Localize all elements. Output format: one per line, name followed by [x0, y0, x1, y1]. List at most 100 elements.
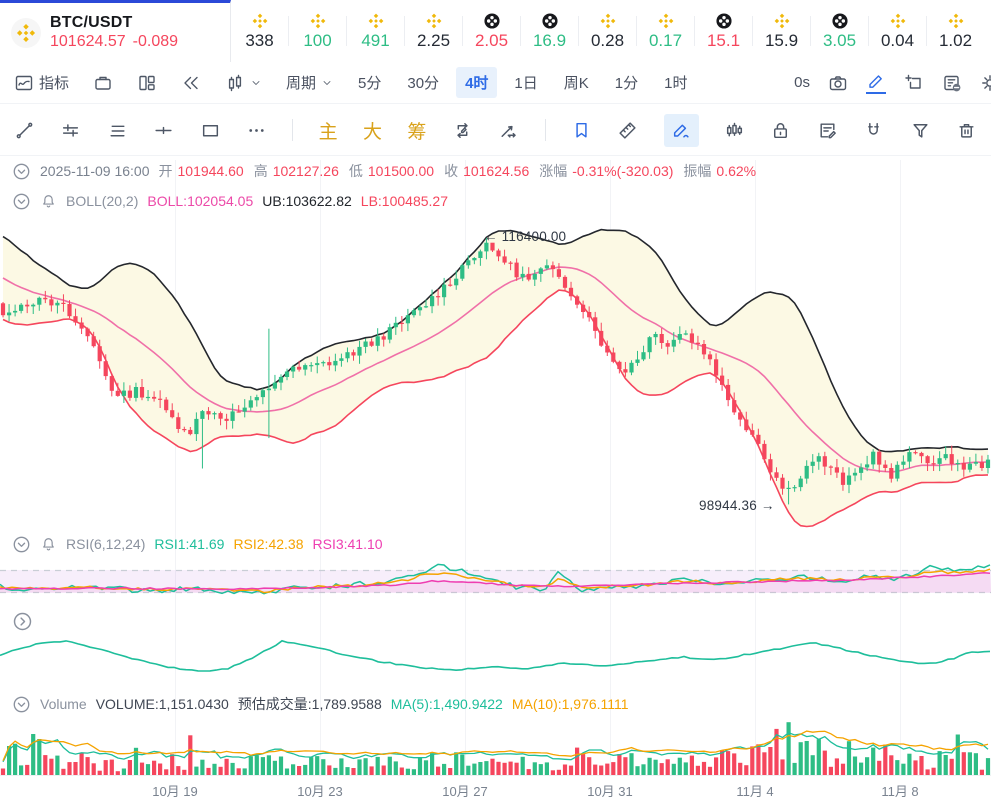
last-price: 101624.57 — [50, 33, 126, 50]
chevron-down-icon — [250, 77, 262, 89]
add-panel-button[interactable] — [904, 73, 924, 93]
settings-button[interactable] — [980, 73, 991, 93]
trendline-icon — [14, 120, 35, 141]
alert-bell-icon[interactable] — [40, 193, 57, 210]
mini-ticker[interactable]: 0.17 — [637, 12, 694, 50]
timeframe-5分[interactable]: 5分 — [358, 75, 382, 92]
large-view-button-label: 大 — [363, 121, 383, 143]
bookmark-button[interactable] — [571, 120, 592, 141]
period-dropdown[interactable]: 周期 — [286, 72, 333, 93]
divider — [544, 119, 546, 141]
candle-settings-button[interactable] — [724, 120, 745, 141]
ohlc-field-label: 高 — [253, 163, 268, 179]
timeframe-4时[interactable]: 4时 — [456, 67, 498, 98]
mini-ticker[interactable]: 15.9 — [753, 12, 810, 50]
drawing-list-button[interactable] — [817, 120, 838, 141]
magnet-button[interactable] — [863, 120, 884, 141]
high-price-annotation: ← 116400.00 — [484, 229, 567, 244]
ohlc-field-label: 低 — [348, 163, 363, 179]
replay-button[interactable] — [181, 73, 201, 93]
mini-ticker[interactable]: 338 — [231, 12, 288, 50]
large-view-button[interactable]: 大 — [363, 117, 382, 144]
expand-panel-toggle[interactable] — [12, 611, 33, 632]
mini-ticker[interactable]: 3.05 — [811, 12, 868, 50]
indicators-button[interactable]: 指标 — [14, 72, 69, 93]
mini-ticker[interactable]: 15.1 — [695, 12, 752, 50]
delete-drawings-button[interactable] — [956, 120, 977, 141]
filter-button[interactable] — [910, 120, 931, 141]
mini-ticker[interactable]: 0.28 — [579, 12, 636, 50]
parallel-lines-tool[interactable] — [60, 120, 81, 141]
mini-ticker[interactable]: 2.05 — [463, 12, 520, 50]
measure-button[interactable] — [617, 120, 638, 141]
order-line-button[interactable] — [498, 120, 519, 141]
timeframe-1日[interactable]: 1日 — [514, 75, 538, 92]
more-tools-button[interactable] — [246, 120, 267, 141]
ohlc-fields: 开 101944.60 高 102127.26 低 101500.00 收 101624.56… — [159, 161, 757, 181]
rectangle-tool[interactable] — [200, 120, 221, 141]
rectangle-icon — [200, 120, 221, 141]
ohlc-field-value: 101500.00 — [367, 163, 435, 179]
cross-line-tool[interactable] — [153, 120, 174, 141]
divider — [694, 16, 695, 46]
trendline-tool[interactable] — [14, 120, 35, 141]
draw-mode-button[interactable] — [866, 71, 886, 94]
mini-ticker[interactable]: 16.9 — [521, 12, 578, 50]
collapse-toggle[interactable] — [12, 192, 31, 211]
boll-ub-value: UB:103622.82 — [262, 193, 352, 209]
chart-type-button[interactable] — [225, 73, 262, 93]
mini-ticker[interactable]: 100 — [289, 12, 346, 50]
ruler-icon — [617, 120, 638, 141]
boll-mid-value: BOLL:102054.05 — [147, 193, 254, 209]
ohlc-field: 高 102127.26 — [254, 161, 339, 181]
ohlc-field: 开 101944.60 — [159, 161, 244, 181]
main-chart-button[interactable]: 主 — [319, 117, 338, 144]
divider — [288, 16, 289, 46]
mini-ticker[interactable]: 2.25 — [405, 12, 462, 50]
mini-ticker[interactable]: 491 — [347, 12, 404, 50]
symbol-block[interactable]: BTC/USDT 101624.57 -0.089 — [0, 0, 231, 62]
toolbox-icon — [93, 73, 113, 93]
mini-ticker[interactable]: 1.02 — [927, 12, 984, 50]
timeframe-周K[interactable]: 周K — [563, 75, 589, 92]
header: BTC/USDT 101624.57 -0.089 338 100 491 2.25 2.… — [0, 0, 991, 63]
layout-button[interactable] — [137, 73, 157, 93]
layout-icon — [137, 73, 157, 93]
ohlc-field-value: 101944.60 — [177, 163, 244, 179]
drawing-toolbar: 主大筹 — [0, 105, 991, 156]
templates-button[interactable] — [93, 73, 113, 93]
timeframe-1时[interactable]: 1时 — [664, 75, 688, 92]
lock-drawings-button[interactable] — [770, 120, 791, 141]
arrow-line-icon — [498, 120, 519, 141]
ohlc-field-value: -0.31%(-320.03) — [572, 163, 674, 179]
timeframe-30分[interactable]: 30分 — [407, 75, 440, 92]
collapse-toggle[interactable] — [12, 535, 31, 554]
price-line: 101624.57 -0.089 — [50, 33, 181, 51]
alert-bell-icon[interactable] — [40, 536, 57, 553]
mini-ticker[interactable]: 0.04 — [869, 12, 926, 50]
candle-type-icon — [225, 73, 245, 93]
screenshot-button[interactable] — [828, 73, 848, 93]
collapse-toggle[interactable] — [12, 162, 31, 181]
magnet-icon — [863, 120, 884, 141]
mixer-icon — [942, 73, 962, 93]
ticker-value: 0.04 — [880, 31, 915, 50]
freehand-draw-button[interactable] — [663, 113, 699, 147]
countdown-label[interactable]: 0s — [794, 74, 810, 91]
binance-icon — [599, 12, 617, 30]
countdown-label-label: 0s — [794, 74, 810, 91]
chips-button[interactable]: 筹 — [407, 117, 426, 144]
lock-icon — [770, 120, 791, 141]
coin-icon — [831, 12, 849, 30]
horizontal-lines-tool[interactable] — [107, 120, 128, 141]
chevron-down-icon — [321, 77, 333, 89]
refresh-edit-button[interactable] — [452, 120, 473, 141]
volume-ma5: MA(5):1,490.9422 — [390, 696, 503, 712]
collapse-toggle[interactable] — [12, 695, 31, 714]
timeframe-1分[interactable]: 1分 — [614, 75, 639, 92]
coin-icon — [483, 12, 501, 30]
x-axis-label: 10月 31 — [587, 784, 633, 799]
panel-settings-button[interactable] — [942, 73, 962, 93]
rsi-indicator-row: RSI(6,12,24) RSI1:41.69 RSI2:42.38 RSI3:… — [0, 531, 991, 557]
